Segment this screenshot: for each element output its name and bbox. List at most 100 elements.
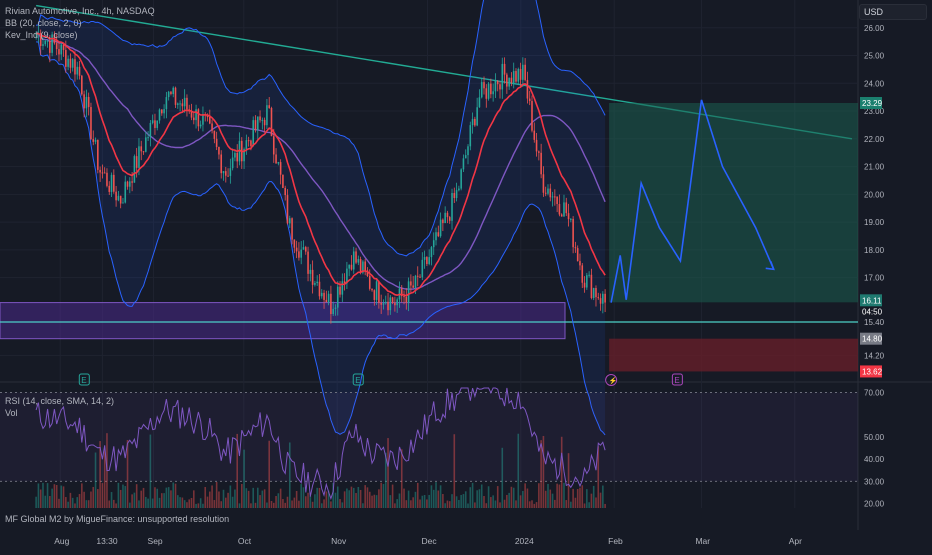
- volume-bar: [478, 489, 481, 508]
- earnings-event-icon: [671, 373, 683, 386]
- volume-bar: [74, 503, 76, 508]
- volume-bar: [448, 501, 451, 508]
- volume-bar: [172, 482, 175, 508]
- volume-bar: [138, 500, 140, 508]
- candle-body: [487, 83, 490, 99]
- candle-body: [197, 109, 200, 127]
- candle-body: [556, 196, 558, 204]
- candle-body: [288, 218, 291, 224]
- candle-body: [375, 281, 378, 300]
- volume-bar: [65, 497, 67, 508]
- candle-body: [570, 218, 572, 220]
- volume-bar: [49, 496, 51, 508]
- candle-body: [506, 74, 508, 87]
- candle-body: [291, 218, 293, 240]
- candle-body: [302, 247, 305, 250]
- volume-bar: [263, 489, 266, 508]
- candle-body: [350, 264, 353, 270]
- volume-bar: [270, 500, 273, 508]
- volume-bar: [309, 496, 312, 508]
- volume-bar: [307, 492, 309, 508]
- volume-bar: [145, 496, 147, 508]
- time-tick-label: Oct: [238, 536, 252, 546]
- candle-body: [122, 202, 124, 204]
- volume-bar: [99, 441, 101, 508]
- candle-body: [455, 190, 458, 199]
- volume-bar: [183, 500, 186, 508]
- volume-bar: [400, 449, 403, 508]
- volume-bar: [243, 449, 245, 508]
- volume-bar: [245, 488, 248, 508]
- candle-body: [298, 251, 300, 258]
- candle-body: [334, 307, 337, 309]
- candle-body: [483, 82, 485, 89]
- candle-body: [355, 251, 357, 263]
- volume-bar: [39, 489, 42, 508]
- volume-bar: [85, 500, 88, 508]
- volume-bar: [240, 483, 243, 508]
- candle-body: [167, 91, 170, 98]
- candle-body: [599, 298, 602, 304]
- volume-bar: [250, 503, 252, 508]
- candle-body: [446, 212, 449, 218]
- candle-body: [69, 58, 72, 68]
- candle-body: [490, 83, 492, 95]
- candle-body: [211, 123, 213, 131]
- volume-bar: [279, 488, 282, 508]
- candle-body: [74, 59, 76, 75]
- volume-bar: [234, 489, 236, 508]
- candle-body: [110, 174, 113, 192]
- volume-bar: [410, 500, 412, 508]
- candle-body: [586, 275, 588, 288]
- stop-price-tag-bg: [860, 332, 882, 345]
- volume-bar: [453, 434, 456, 508]
- candle-body: [236, 152, 239, 162]
- volume-bar: [435, 482, 437, 508]
- volume-bar: [55, 484, 58, 508]
- volume-bar: [126, 439, 129, 508]
- candle-body: [190, 111, 193, 118]
- volume-bar: [213, 500, 216, 508]
- countdown-label: 04:50: [862, 307, 883, 316]
- volume-bar: [590, 493, 593, 508]
- candle-body: [394, 302, 396, 306]
- volume-bar: [362, 503, 364, 508]
- candle-body: [108, 185, 111, 192]
- candle-body: [252, 120, 255, 146]
- candle-body: [256, 116, 259, 131]
- volume-bar: [202, 503, 204, 508]
- volume-bar: [110, 492, 113, 508]
- candle-body: [526, 80, 529, 99]
- time-tick-label: 2024: [515, 536, 534, 546]
- volume-bar: [69, 492, 72, 508]
- volume-bar: [304, 496, 307, 508]
- candle-body: [364, 261, 366, 271]
- candle-body: [316, 281, 318, 284]
- volume-bar: [37, 483, 40, 508]
- volume-bar: [42, 482, 44, 508]
- candle-body: [478, 97, 481, 108]
- volume-bar: [149, 434, 152, 508]
- volume-bar: [266, 502, 268, 508]
- rsi-tick-label: 40.00: [864, 455, 885, 464]
- volume-bar: [503, 499, 506, 508]
- candle-body: [419, 276, 421, 278]
- volume-bar: [334, 492, 337, 508]
- candle-body: [567, 213, 570, 220]
- volume-bar: [236, 433, 239, 508]
- candle-body: [362, 261, 364, 273]
- volume-bar: [526, 488, 529, 508]
- volume-bar: [371, 495, 373, 508]
- volume-bar: [604, 503, 606, 508]
- volume-bar: [494, 500, 497, 508]
- candle-body: [62, 44, 65, 50]
- candle-body: [103, 172, 106, 174]
- currency-button[interactable]: USD: [859, 4, 927, 20]
- candle-body: [528, 98, 531, 102]
- volume-bar: [487, 486, 490, 508]
- volume-bar: [531, 500, 533, 508]
- volume-bar: [220, 501, 223, 508]
- volume-bar: [382, 484, 385, 508]
